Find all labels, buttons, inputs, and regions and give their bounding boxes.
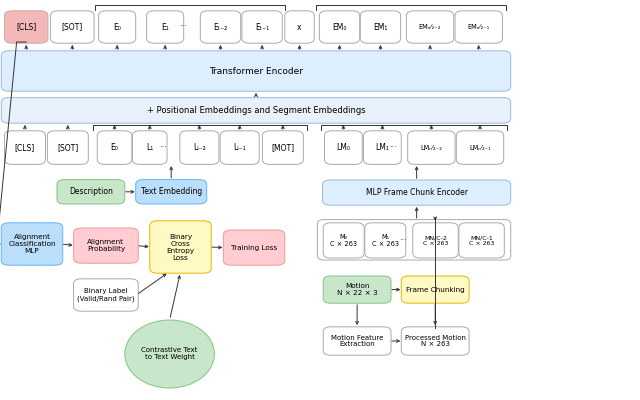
Text: Motion
N × 22 × 3: Motion N × 22 × 3 [337,283,378,296]
FancyBboxPatch shape [47,131,88,164]
Text: Lₗ₋₁: Lₗ₋₁ [234,143,246,152]
Text: ···: ··· [389,143,397,152]
Text: [MOT]: [MOT] [271,143,294,152]
FancyBboxPatch shape [401,276,469,303]
Text: ···: ··· [159,143,167,152]
FancyBboxPatch shape [147,11,184,43]
FancyBboxPatch shape [364,131,401,164]
Text: M₀
C × 263: M₀ C × 263 [330,234,357,247]
Text: EMₙ⁄₂₋₁: EMₙ⁄₂₋₁ [468,24,490,30]
Text: Eₜ₋₁: Eₜ₋₁ [255,22,269,32]
Text: [SOT]: [SOT] [57,143,79,152]
FancyBboxPatch shape [262,131,303,164]
Text: ···: ··· [379,22,387,31]
FancyBboxPatch shape [323,327,391,355]
FancyBboxPatch shape [455,11,502,43]
FancyBboxPatch shape [285,11,314,43]
Text: LMₙ⁄₂₋₁: LMₙ⁄₂₋₁ [469,144,491,150]
FancyBboxPatch shape [242,11,282,43]
Text: EM₀: EM₀ [332,22,347,32]
FancyBboxPatch shape [150,221,211,273]
Text: Alignment
Probability: Alignment Probability [87,239,125,252]
Text: LMₙ⁄₂₋₂: LMₙ⁄₂₋₂ [420,144,442,150]
Text: E₀: E₀ [111,143,118,152]
Text: Processed Motion
N × 263: Processed Motion N × 263 [404,334,466,348]
FancyBboxPatch shape [401,327,469,355]
Text: ···: ··· [399,236,407,245]
FancyBboxPatch shape [1,51,511,91]
Text: MN/C-2
C × 263: MN/C-2 C × 263 [423,235,448,246]
FancyBboxPatch shape [74,228,138,263]
FancyBboxPatch shape [223,230,285,265]
Text: ···: ··· [179,22,187,31]
FancyBboxPatch shape [323,276,391,303]
Text: [CLS]: [CLS] [15,143,35,152]
Text: [SOT]: [SOT] [61,22,83,32]
Text: Binary
Cross
Entropy
Loss: Binary Cross Entropy Loss [166,234,195,260]
FancyBboxPatch shape [408,131,455,164]
FancyBboxPatch shape [57,180,125,204]
FancyBboxPatch shape [200,11,241,43]
FancyBboxPatch shape [323,223,364,258]
FancyBboxPatch shape [74,279,138,311]
FancyBboxPatch shape [406,11,454,43]
FancyBboxPatch shape [319,11,360,43]
FancyBboxPatch shape [180,131,219,164]
FancyBboxPatch shape [456,131,504,164]
Text: Contrastive Text
to Text Weight: Contrastive Text to Text Weight [141,348,198,360]
FancyBboxPatch shape [360,11,401,43]
FancyBboxPatch shape [413,223,458,258]
FancyBboxPatch shape [323,180,511,205]
Text: Transformer Encoder: Transformer Encoder [209,66,303,76]
FancyBboxPatch shape [97,131,132,164]
FancyBboxPatch shape [132,131,167,164]
Text: EMₙ⁄₂₋₂: EMₙ⁄₂₋₂ [419,24,442,30]
Ellipse shape [125,320,214,388]
Text: EM₁: EM₁ [373,22,388,32]
Text: Binary Label
(Valid/Rand Pair): Binary Label (Valid/Rand Pair) [77,288,135,302]
Text: LM₁: LM₁ [376,143,389,152]
Text: E₁: E₁ [161,22,169,32]
Text: Lₗ₋₂: Lₗ₋₂ [193,143,205,152]
FancyBboxPatch shape [459,223,504,258]
FancyBboxPatch shape [136,180,207,204]
Text: Alignment
Classification
MLP: Alignment Classification MLP [8,234,56,254]
FancyBboxPatch shape [51,11,94,43]
FancyBboxPatch shape [220,131,259,164]
Text: Text Embedding: Text Embedding [141,187,202,196]
Text: E₀: E₀ [113,22,121,32]
Text: L₁: L₁ [146,143,154,152]
Text: x: x [297,22,302,32]
Text: Training Loss: Training Loss [231,244,277,250]
Text: Description: Description [69,187,113,196]
Text: + Positional Embeddings and Segment Embeddings: + Positional Embeddings and Segment Embe… [147,106,365,115]
Text: MLP Frame Chunk Encoder: MLP Frame Chunk Encoder [365,188,468,197]
FancyBboxPatch shape [1,98,511,123]
FancyBboxPatch shape [324,131,362,164]
FancyBboxPatch shape [1,223,63,265]
Text: [CLS]: [CLS] [16,22,36,32]
Text: Frame Chunking: Frame Chunking [406,286,465,293]
FancyBboxPatch shape [4,131,45,164]
FancyBboxPatch shape [365,223,406,258]
Text: Motion Feature
Extraction: Motion Feature Extraction [331,334,383,348]
FancyBboxPatch shape [4,11,48,43]
Text: MN/C-1
C × 263: MN/C-1 C × 263 [469,235,494,246]
FancyBboxPatch shape [99,11,136,43]
Text: LM₀: LM₀ [337,143,350,152]
Text: M₁
C × 263: M₁ C × 263 [372,234,399,247]
Text: Eₜ₋₂: Eₜ₋₂ [213,22,228,32]
